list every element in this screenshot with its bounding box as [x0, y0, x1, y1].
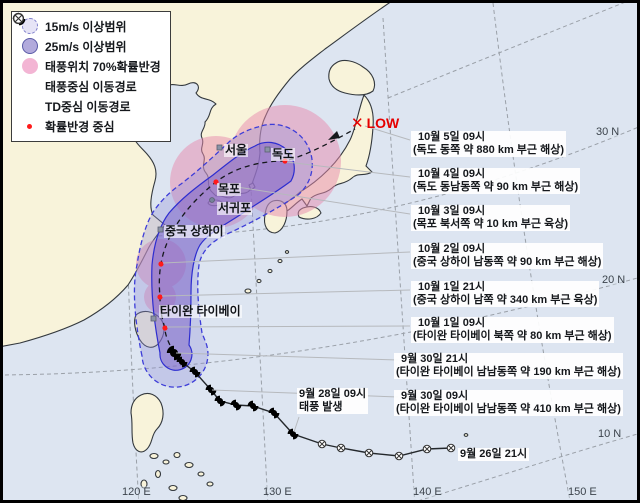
- probability-center-icon: [19, 123, 40, 129]
- legend-row: 태풍위치 70%확률반경: [19, 56, 161, 76]
- land-luzon: [130, 392, 164, 453]
- forecast-label: 10월 5일 09시 (독도 동쪽 약 880 km 부근 해상): [411, 131, 566, 157]
- td-icon: [394, 451, 404, 461]
- legend-label: 확률반경 중심: [45, 119, 115, 134]
- past-track: [166, 345, 456, 461]
- legend-row: 15m/s 이상범위: [19, 16, 161, 36]
- legend-row: TD중심 이동경로: [12, 12, 161, 116]
- land-hokkaido: [328, 59, 376, 96]
- wind-25ms-range-icon: [19, 38, 40, 54]
- taipei-marker: [150, 315, 157, 322]
- td-icon: [422, 444, 432, 454]
- wind-15ms-range-icon: [19, 18, 40, 34]
- lat-label-10n: 10 N: [598, 428, 622, 440]
- city-label-dokdo: 독도: [271, 147, 296, 161]
- lon-label-150e: 150 E: [568, 486, 597, 498]
- td-icon: [317, 439, 327, 449]
- legend-label: TD중심 이동경로: [45, 99, 131, 114]
- forecast-label: 10월 2일 09시 (중국 상하이 남동쪽 약 90 km 부근 해상): [411, 243, 604, 269]
- forecast-label: 10월 4일 09시 (독도 동남동쪽 약 90 km 부근 해상): [411, 168, 581, 194]
- shanghai-marker: [157, 226, 164, 233]
- lat-label-30n: 30 N: [596, 126, 620, 138]
- lon-label-120e: 120 E: [122, 486, 151, 498]
- city-label-mokpo: 목포: [217, 182, 242, 196]
- lon-label-140e: 140 E: [413, 486, 442, 498]
- city-markers: [150, 144, 271, 322]
- genesis-label: 9월 28일 09시 태풍 발생: [297, 388, 369, 414]
- low-label: LOW: [366, 115, 400, 131]
- legend: 15m/s 이상범위 25m/s 이상범위 태풍위치 70%확률반경 태풍중심 …: [11, 11, 171, 142]
- td-icon: [446, 443, 456, 453]
- low-x-icon: ✕: [351, 115, 364, 132]
- forecast-label: 10월 1일 09시 (타이완 타이베이 북쪽 약 80 km 부근 해상): [411, 317, 614, 343]
- forecast-label: 9월 30일 21시 (타이완 타이베이 남남동쪽 약 190 km 부근 해상…: [394, 353, 623, 379]
- legend-row: 확률반경 중심: [19, 116, 161, 136]
- legend-row: 태풍중심 이동경로: [12, 12, 161, 96]
- legend-row: 25m/s 이상범위: [19, 36, 161, 56]
- lon-label-130e: 130 E: [263, 486, 292, 498]
- forecast-label: 10월 3일 09시 (목포 북서쪽 약 10 km 부근 육상): [411, 205, 570, 231]
- city-label-seogwipo: 서귀포: [217, 201, 253, 215]
- city-label-taipei: 타이완 타이베이: [159, 304, 242, 318]
- legend-label: 태풍위치 70%확률반경: [45, 59, 161, 74]
- td-icon: [336, 443, 346, 453]
- legend-label: 태풍중심 이동경로: [45, 79, 137, 94]
- track-arrowhead: [328, 131, 340, 140]
- city-label-seoul: 서울: [224, 143, 249, 157]
- seoul-marker: [216, 144, 223, 151]
- forecast-label: 9월 26일 21시: [458, 448, 530, 461]
- dokdo-marker: [264, 146, 271, 153]
- td-icon: [364, 448, 374, 458]
- legend-label: 25m/s 이상범위: [45, 39, 127, 54]
- forecast-label: 10월 1일 21시 (중국 상하이 남쪽 약 340 km 부근 육상): [411, 281, 600, 307]
- city-label-shanghai: 중국 상하이: [164, 224, 225, 238]
- probability-70-area-icon: [19, 58, 40, 74]
- lat-label-20n: 20 N: [602, 274, 626, 286]
- seogwipo-marker: [209, 197, 215, 203]
- low-pressure-marker: ✕ LOW: [351, 115, 399, 132]
- forecast-label: 9월 30일 09시 (타이완 타이베이 남남동쪽 약 410 km 부근 해상…: [394, 390, 623, 416]
- legend-label: 15m/s 이상범위: [45, 19, 127, 34]
